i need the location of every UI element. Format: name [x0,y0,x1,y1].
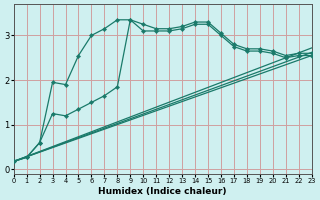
X-axis label: Humidex (Indice chaleur): Humidex (Indice chaleur) [99,187,227,196]
